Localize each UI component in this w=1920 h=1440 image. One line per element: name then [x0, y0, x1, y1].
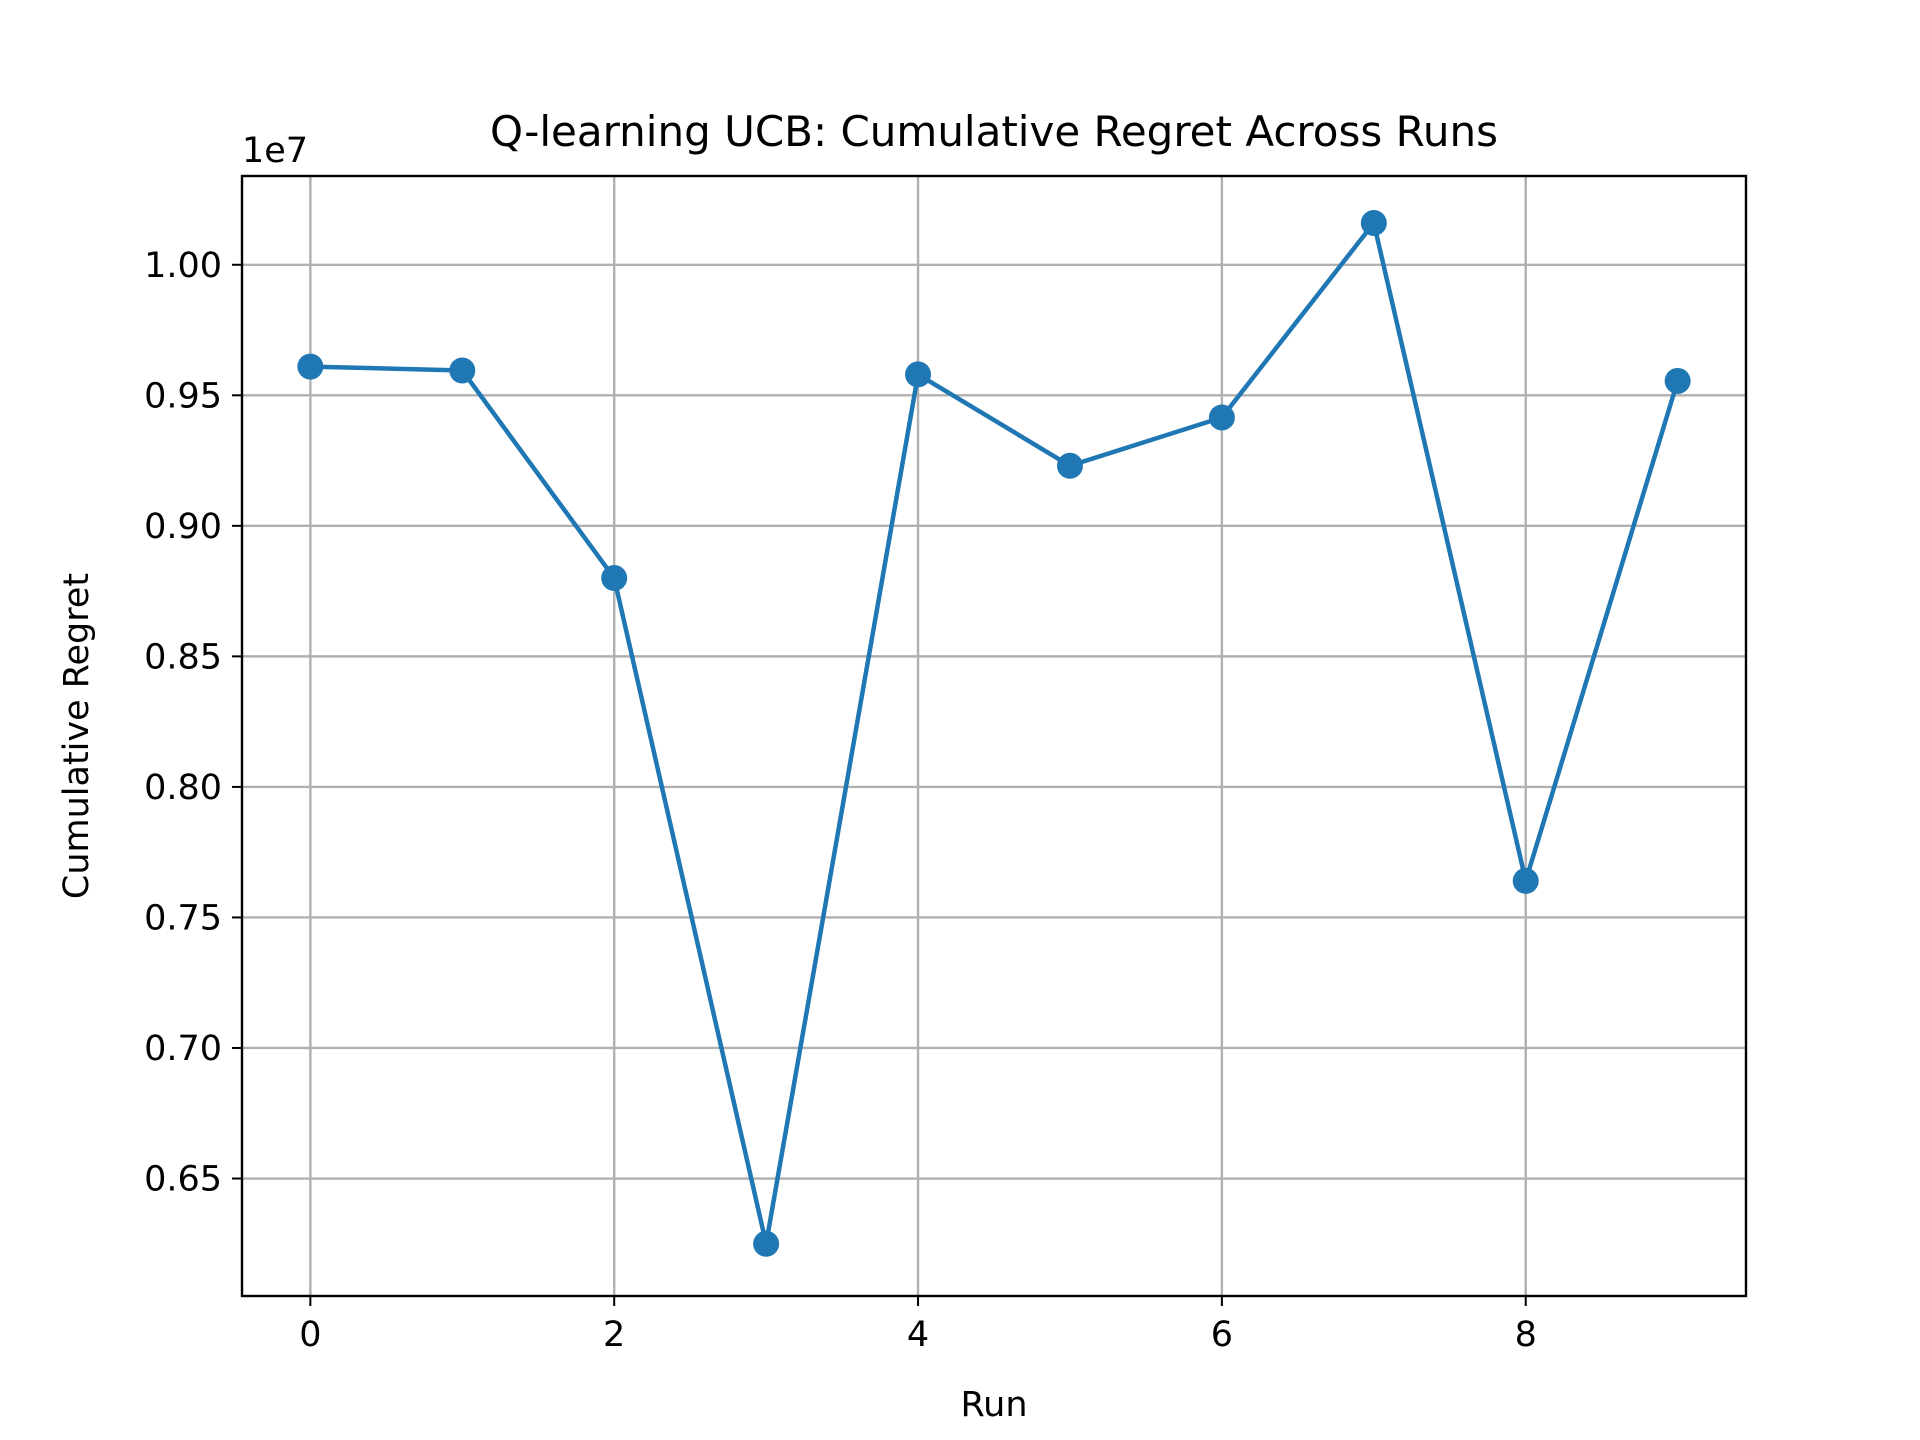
- y-tick-label: 0.75: [144, 898, 222, 938]
- data-point: [297, 353, 324, 380]
- data-point: [905, 361, 932, 388]
- y-tick-label: 0.95: [144, 376, 222, 416]
- y-tick-label: 0.80: [144, 768, 222, 808]
- data-point: [601, 565, 628, 592]
- plot-frame: [240, 174, 1748, 1298]
- x-tick-label: 2: [603, 1315, 625, 1355]
- data-point: [1664, 367, 1691, 394]
- y-tick-label: 0.65: [144, 1160, 222, 1200]
- x-tick-label: 4: [907, 1315, 929, 1355]
- x-axis-label: Run: [960, 1385, 1027, 1425]
- data-point: [1208, 404, 1235, 431]
- chart-title: Q-learning UCB: Cumulative Regret Across…: [490, 107, 1498, 156]
- x-tick-label: 8: [1515, 1315, 1537, 1355]
- y-tick-label: 0.90: [144, 507, 222, 547]
- x-tick-label: 6: [1211, 1315, 1233, 1355]
- data-point: [1056, 452, 1083, 479]
- data-point: [753, 1230, 780, 1257]
- y-tick-label: 0.70: [144, 1029, 222, 1069]
- grid-lines: [242, 176, 1746, 1296]
- y-tick-label: 0.85: [144, 637, 222, 677]
- axis-ticks: 0 2 4 6 8 0.65 0.70 0.75 0.80 0.85 0.90 0.95 1.00: [144, 246, 1537, 1355]
- y-offset-label: 1e7: [242, 131, 308, 171]
- series-line: [297, 209, 1691, 1257]
- data-point: [1360, 209, 1387, 236]
- series-polyline: [310, 220, 1680, 1247]
- data-point: [449, 357, 476, 384]
- data-point: [1512, 867, 1539, 894]
- x-tick-label: 0: [299, 1315, 321, 1355]
- y-tick-label: 1.00: [144, 246, 222, 286]
- y-axis-label: Cumulative Regret: [57, 573, 97, 899]
